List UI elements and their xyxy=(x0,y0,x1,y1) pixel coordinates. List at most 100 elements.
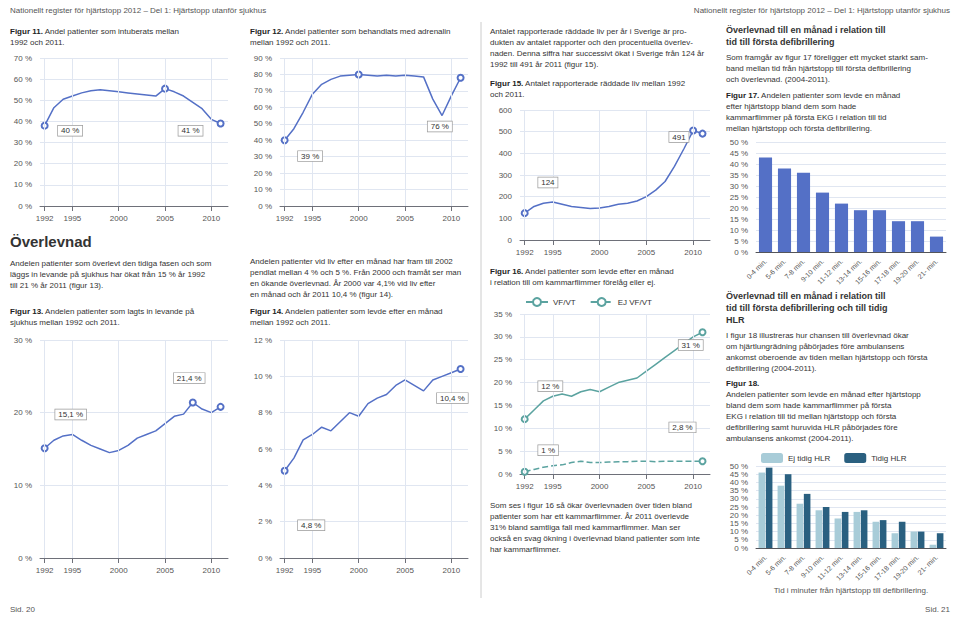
svg-text:Sid. 20: Sid. 20 xyxy=(10,605,35,614)
svg-text:5 %: 5 % xyxy=(498,447,512,456)
svg-text:30 %: 30 % xyxy=(14,138,32,147)
svg-text:1995: 1995 xyxy=(304,214,322,223)
svg-text:mellan 1992 och 2011.: mellan 1992 och 2011. xyxy=(250,318,330,327)
svg-text:21- min.: 21- min. xyxy=(916,553,939,576)
svg-text:2005: 2005 xyxy=(396,214,414,223)
svg-text:mellan 1992 och 2011.: mellan 1992 och 2011. xyxy=(250,38,330,47)
svg-text:VF/VT: VF/VT xyxy=(553,298,576,307)
svg-text:1992: 1992 xyxy=(36,566,54,575)
svg-text:Som framgår av figur 17 föreli: Som framgår av figur 17 föreligger ett m… xyxy=(726,53,928,62)
svg-text:patienter som har ett kammarfl: patienter som har ett kammarflimmer. År … xyxy=(490,512,690,521)
svg-text:41 %: 41 % xyxy=(181,126,199,135)
svg-text:och överlevnad. (2004-2011).: och överlevnad. (2004-2011). xyxy=(726,75,830,84)
svg-text:Andelen patienter som överlevt: Andelen patienter som överlevt den tidig… xyxy=(10,259,212,268)
svg-text:31 %: 31 % xyxy=(682,341,700,350)
svg-text:40 %: 40 % xyxy=(254,136,272,145)
svg-text:1995: 1995 xyxy=(64,566,82,575)
svg-text:ambulansens ankomst (2004-2011: ambulansens ankomst (2004-2011). xyxy=(726,434,853,443)
svg-text:Överlevnad: Överlevnad xyxy=(10,233,92,250)
svg-text:i relation till om kammarflimm: i relation till om kammarflimmer förelåg… xyxy=(490,278,655,287)
svg-text:Figur 13.: Figur 13. xyxy=(10,307,43,316)
svg-text:15 %: 15 % xyxy=(730,519,748,528)
svg-text:30 %: 30 % xyxy=(730,494,748,503)
svg-text:10 %: 10 % xyxy=(494,424,512,433)
svg-text:10 %: 10 % xyxy=(14,481,32,490)
svg-text:1995: 1995 xyxy=(544,248,562,257)
svg-text:Figur 18.: Figur 18. xyxy=(726,379,759,388)
svg-text:2010: 2010 xyxy=(442,214,460,223)
svg-text:50 %: 50 % xyxy=(14,96,32,105)
svg-text:31% bland samtliga fall med ka: 31% bland samtliga fall med kammarflimme… xyxy=(490,523,681,532)
svg-text:2010: 2010 xyxy=(202,214,220,223)
svg-text:491: 491 xyxy=(672,133,686,142)
svg-text:och 2011.: och 2011. xyxy=(490,90,525,99)
svg-text:35 %: 35 % xyxy=(730,486,748,495)
svg-text:Nationellt register för hjärts: Nationellt register för hjärtstopp 2012 … xyxy=(694,6,950,15)
svg-text:Antalet rapporterade räddade l: Antalet rapporterade räddade liv per år … xyxy=(490,27,687,36)
svg-text:ankomst oberoende av tiden mel: ankomst oberoende av tiden mellan hjärts… xyxy=(726,353,928,362)
svg-text:2010: 2010 xyxy=(684,482,702,491)
svg-text:45 %: 45 % xyxy=(730,149,748,158)
svg-text:dukten av antalet rapporter oc: dukten av antalet rapporter och den proc… xyxy=(490,38,693,47)
svg-text:Andelen patienter vid liv efte: Andelen patienter vid liv efter en månad… xyxy=(250,257,453,266)
svg-text:defibrillering samt huruvida H: defibrillering samt huruvida HLR påbörja… xyxy=(726,423,898,432)
svg-text:60 %: 60 % xyxy=(254,103,272,112)
svg-text:tid till första defibrillering: tid till första defibrillering och till … xyxy=(726,303,888,313)
svg-text:1995: 1995 xyxy=(304,566,322,575)
svg-text:10 %: 10 % xyxy=(730,527,748,536)
svg-text:10 %: 10 % xyxy=(14,180,32,189)
svg-text:30 %: 30 % xyxy=(14,336,32,345)
svg-text:19-20 min.: 19-20 min. xyxy=(892,553,920,581)
svg-text:1992: 1992 xyxy=(276,214,294,223)
svg-text:1992: 1992 xyxy=(516,248,534,257)
svg-text:2005: 2005 xyxy=(396,566,414,575)
svg-text:45 %: 45 % xyxy=(730,470,748,479)
svg-text:Ej tidig HLR: Ej tidig HLR xyxy=(788,454,830,463)
svg-text:Figur 15.: Figur 15. xyxy=(490,79,523,88)
svg-text:Tid i minuter från hjärtstopp: Tid i minuter från hjärtstopp till defib… xyxy=(774,586,928,595)
svg-text:30 %: 30 % xyxy=(494,332,512,341)
svg-text:band mellan tid från hjärtstop: band mellan tid från hjärtstopp till för… xyxy=(726,64,911,73)
svg-text:0 %: 0 % xyxy=(498,470,512,479)
svg-text:2005: 2005 xyxy=(637,482,655,491)
svg-text:1992: 1992 xyxy=(516,482,534,491)
svg-text:50 %: 50 % xyxy=(730,138,748,147)
svg-text:40 %: 40 % xyxy=(14,117,32,126)
svg-text:Figur 11.: Figur 11. xyxy=(10,27,43,36)
svg-text:2005: 2005 xyxy=(156,566,174,575)
svg-text:till 21 % år 2011 (figur 13).: till 21 % år 2011 (figur 13). xyxy=(10,281,103,290)
svg-text:läggs in levande på sjukhus ha: läggs in levande på sjukhus har ökat frå… xyxy=(10,270,206,279)
svg-text:15 %: 15 % xyxy=(730,215,748,224)
svg-text:50 %: 50 % xyxy=(730,462,748,471)
svg-text:70 %: 70 % xyxy=(14,54,32,63)
svg-text:Andel patienter som behandlats: Andel patienter som behandlats med adren… xyxy=(283,27,450,36)
svg-text:70 %: 70 % xyxy=(254,86,272,95)
svg-text:1995: 1995 xyxy=(64,214,82,223)
svg-text:Andelen patienter som levde en: Andelen patienter som levde en månad xyxy=(759,91,900,100)
svg-text:Överlevnad till en månad i rel: Överlevnad till en månad i relation till xyxy=(726,291,886,301)
svg-text:2,8 %: 2,8 % xyxy=(672,423,692,432)
svg-text:21- min.: 21- min. xyxy=(916,257,939,280)
svg-text:20 %: 20 % xyxy=(730,511,748,520)
svg-text:2000: 2000 xyxy=(110,566,128,575)
svg-text:76 %: 76 % xyxy=(431,122,449,131)
svg-text:2010: 2010 xyxy=(684,248,702,257)
svg-text:kammarflimmer på första EKG i: kammarflimmer på första EKG i relation t… xyxy=(726,113,887,122)
svg-text:39 %: 39 % xyxy=(301,152,319,161)
svg-text:500: 500 xyxy=(499,127,513,136)
svg-text:en månad och år 2011 10,4 % (f: en månad och år 2011 10,4 % (figur 14). xyxy=(250,290,393,299)
svg-text:19-20 min.: 19-20 min. xyxy=(892,257,920,285)
svg-text:100: 100 xyxy=(499,214,513,223)
svg-text:35 %: 35 % xyxy=(730,171,748,180)
svg-text:2000: 2000 xyxy=(591,248,609,257)
svg-text:om hjärtlungrädning påbörjades: om hjärtlungrädning påbörjades före ambu… xyxy=(726,342,904,351)
svg-text:400: 400 xyxy=(499,149,513,158)
svg-text:Andel patienter som intuberats: Andel patienter som intuberats mellan xyxy=(43,27,179,36)
svg-text:10 %: 10 % xyxy=(730,226,748,235)
svg-text:0 %: 0 % xyxy=(258,202,272,211)
svg-text:2 %: 2 % xyxy=(258,517,272,526)
svg-text:Nationellt register för hjärts: Nationellt register för hjärtstopp 2012 … xyxy=(10,6,266,15)
svg-text:20 %: 20 % xyxy=(494,378,512,387)
svg-text:0 %: 0 % xyxy=(258,554,272,563)
svg-text:200: 200 xyxy=(499,192,513,201)
